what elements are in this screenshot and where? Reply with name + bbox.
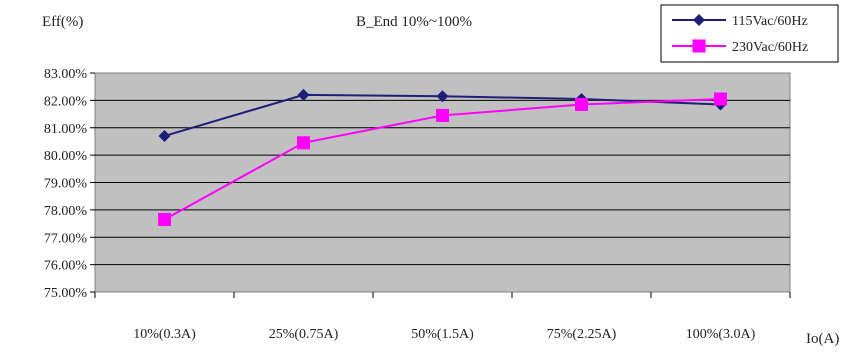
y-tick-label: 75.00% [44,286,88,301]
y-tick-label: 83.00% [44,67,88,82]
legend-marker [693,14,705,26]
data-point [297,136,310,150]
x-axis-label: Io(A) [806,331,839,347]
series-layer [158,88,727,226]
y-tick-label: 81.00% [44,122,88,137]
legend-label: 230Vac/60Hz [732,40,808,55]
y-tick-label: 82.00% [44,94,88,109]
y-tick-label: 79.00% [44,177,88,192]
y-tick-label: 78.00% [44,204,88,219]
x-tick-label: 75%(2.25A) [547,327,617,342]
x-tick-label: 25%(0.75A) [269,327,339,342]
legend-label: 115Vac/60Hz [732,14,808,29]
y-axis-label: Eff(%) [42,14,83,30]
y-tick-labels: 75.00% 76.00% 77.00% 78.00% 79.00% 80.00% 81.0… [44,67,88,301]
x-tick-label: 10%(0.3A) [133,327,196,342]
data-point [436,108,449,122]
y-tick-label: 80.00% [44,149,88,164]
y-tick-label: 77.00% [44,231,88,246]
data-point [158,129,171,142]
legend-box [660,4,839,63]
data-point [297,88,310,101]
data-point [436,90,449,103]
legend-marker [692,39,706,53]
chart-title: B_End 10%~100% [356,14,472,30]
data-point [575,97,588,111]
x-tick-labels: 10%(0.3A) 25%(0.75A) 50%(1.5A) 75%(2.25A) 10… [94,292,791,342]
x-tick-label: 100%(3.0A) [686,327,756,342]
legend: 115Vac/60Hz 230Vac/60Hz [660,4,839,63]
x-tick-label: 50%(1.5A) [411,327,474,342]
data-point [158,212,171,226]
data-point [714,92,727,106]
y-tick-label: 76.00% [44,259,88,274]
